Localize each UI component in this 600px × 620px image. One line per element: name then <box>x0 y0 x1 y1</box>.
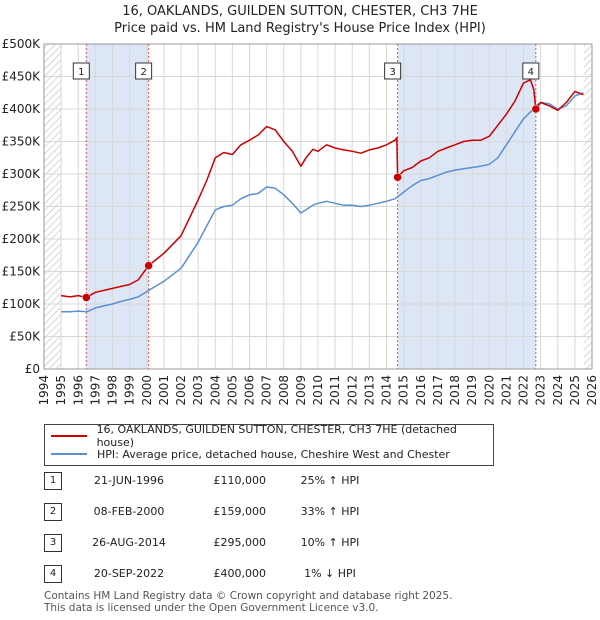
x-tick-label: 2009 <box>294 375 308 406</box>
footer-copyright: Contains HM Land Registry data © Crown c… <box>44 590 453 602</box>
x-tick-label: 2002 <box>174 375 188 406</box>
x-tick-label: 2001 <box>157 375 171 406</box>
x-tick-label: 2006 <box>243 375 257 406</box>
transaction-hpi: 10% ↑ HPI <box>300 536 360 549</box>
sale-point <box>144 261 153 270</box>
y-tick-label: £350K <box>2 135 42 149</box>
legend-hpi: HPI: Average price, detached house, Ches… <box>51 446 450 462</box>
legend-property: 16, OAKLANDS, GUILDEN SUTTON, CHESTER, C… <box>51 423 493 449</box>
sale-point <box>531 104 541 114</box>
sale-point <box>393 173 402 182</box>
x-tick-label: 2022 <box>517 375 531 406</box>
transaction-hpi: 33% ↑ HPI <box>300 505 360 518</box>
x-tick-label: 2024 <box>551 375 565 406</box>
transaction-price: £110,000 <box>213 474 267 487</box>
x-tick-label: 2011 <box>328 375 342 406</box>
x-tick-label: 1995 <box>54 375 68 406</box>
transaction-price: £400,000 <box>213 567 267 580</box>
property-price-line <box>60 79 584 299</box>
sale-label-number: 1 <box>78 67 84 78</box>
x-tick-label: 2004 <box>208 375 222 406</box>
x-tick-label: 1999 <box>123 375 137 406</box>
legend-hpi-label: HPI: Average price, detached house, Ches… <box>97 447 450 461</box>
x-tick-label: 2019 <box>465 375 479 406</box>
sale-label-number: 2 <box>140 67 146 78</box>
x-tick-label: 2005 <box>225 375 239 406</box>
x-tick-label: 2010 <box>311 375 325 406</box>
x-tick-label: 2021 <box>499 375 513 406</box>
x-tick-label: 2007 <box>260 375 274 406</box>
hpi-line <box>61 92 584 313</box>
table-row: 1 21-JUN-1996 £110,000 25% ↑ HPI <box>0 470 600 492</box>
table-row: 3 26-AUG-2014 £295,000 10% ↑ HPI <box>0 532 600 554</box>
chart-legend: 16, OAKLANDS, GUILDEN SUTTON, CHESTER, C… <box>44 423 494 466</box>
sale-label-box <box>384 62 402 80</box>
y-tick-label: £100K <box>2 297 42 311</box>
y-tick-label: £150K <box>2 265 42 279</box>
x-tick-label: 2014 <box>380 375 394 406</box>
x-tick-label: 2013 <box>362 375 376 406</box>
transaction-number: 3 <box>44 534 62 552</box>
price-chart: £0 £50K £100K £150K £200K £250K £300K £350K £400… <box>2 37 599 406</box>
transaction-price: £295,000 <box>213 536 267 549</box>
sale-label-number: 4 <box>528 67 534 78</box>
sale-label-box <box>72 62 90 80</box>
transaction-number: 4 <box>44 565 62 583</box>
chart-subtitle: Price paid vs. HM Land Registry's House … <box>114 21 486 36</box>
transaction-date: 08-FEB-2000 <box>93 505 165 518</box>
table-row: 4 20-SEP-2022 £400,000 1% ↓ HPI <box>0 563 600 585</box>
x-tick-label: 2023 <box>534 375 548 406</box>
x-tick-label: 2016 <box>414 375 428 406</box>
transaction-date: 20-SEP-2022 <box>93 567 165 580</box>
y-tick-label: £500K <box>2 37 42 51</box>
transaction-date: 21-JUN-1996 <box>93 474 165 487</box>
x-tick-label: 2008 <box>277 375 291 406</box>
x-tick-label: 2026 <box>585 375 599 406</box>
sale-point <box>82 293 91 302</box>
sale-label-box <box>522 62 540 80</box>
y-tick-label: £50K <box>9 330 41 344</box>
legend-property-label: 16, OAKLANDS, GUILDEN SUTTON, CHESTER, C… <box>96 423 457 449</box>
sale-label-box <box>135 62 153 80</box>
y-tick-label: £450K <box>2 70 42 84</box>
transaction-hpi: 25% ↑ HPI <box>300 474 360 487</box>
x-tick-label: 2025 <box>568 375 582 406</box>
y-tick-label: £200K <box>2 232 42 246</box>
x-tick-label: 2018 <box>448 375 462 406</box>
x-tick-label: 2020 <box>482 375 496 406</box>
transaction-number: 1 <box>44 472 62 490</box>
y-tick-label: £400K <box>2 102 42 116</box>
transaction-number: 2 <box>44 503 62 521</box>
x-tick-label: 1996 <box>71 375 85 406</box>
x-tick-label: 2000 <box>140 375 154 406</box>
transaction-date: 26-AUG-2014 <box>92 536 166 549</box>
transaction-hpi: 1% ↓ HPI <box>304 567 356 580</box>
x-tick-label: 2015 <box>397 375 411 406</box>
sale-label-number: 3 <box>389 67 395 78</box>
table-row: 2 08-FEB-2000 £159,000 33% ↑ HPI <box>0 501 600 523</box>
footer: Contains HM Land Registry data © Crown c… <box>44 590 452 614</box>
x-tick-label: 2017 <box>431 375 445 406</box>
chart-title: 16, OAKLANDS, GUILDEN SUTTON, CHESTER, C… <box>122 4 478 19</box>
y-tick-label: £0 <box>25 362 40 376</box>
plot-frame <box>43 43 593 370</box>
transaction-price: £159,000 <box>213 505 267 518</box>
x-tick-label: 1998 <box>106 375 120 406</box>
y-tick-label: £250K <box>2 200 42 214</box>
x-tick-label: 1997 <box>88 375 102 406</box>
x-tick-label: 2003 <box>191 375 205 406</box>
x-tick-label: 1994 <box>37 375 51 406</box>
x-tick-label: 2012 <box>345 375 359 406</box>
y-tick-label: £300K <box>2 167 42 181</box>
footer-licence: This data is licensed under the Open Gov… <box>44 602 379 614</box>
legend-hpi-swatch <box>51 453 87 455</box>
legend-property-swatch <box>51 435 87 437</box>
